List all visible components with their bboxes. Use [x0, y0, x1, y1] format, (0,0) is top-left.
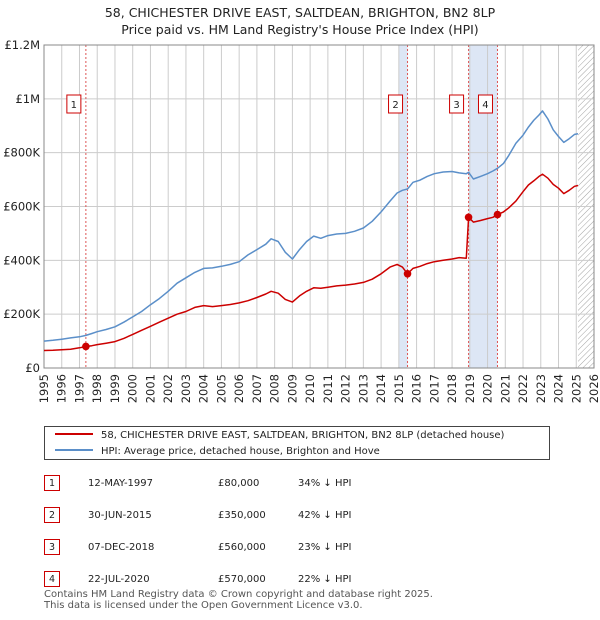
x-tick-label: 2025	[569, 374, 583, 403]
sale-hpi-diff: 23% ↓ HPI	[298, 542, 352, 553]
y-tick-label: £200K	[3, 307, 40, 321]
x-tick-label: 2012	[339, 374, 353, 403]
x-tick-label: 2008	[268, 374, 282, 403]
legend-label-hpi: HPI: Average price, detached house, Brig…	[101, 446, 380, 457]
x-tick-label: 2009	[285, 374, 299, 403]
x-tick-label: 2010	[303, 374, 317, 403]
sale-hpi-diff: 22% ↓ HPI	[298, 574, 352, 585]
x-tick-label: 2026	[587, 374, 600, 403]
x-tick-label: 2013	[356, 374, 370, 403]
x-tick-label: 2006	[232, 374, 246, 403]
x-tick-label: 2003	[179, 374, 193, 403]
legend-swatch-property	[55, 433, 93, 435]
x-tick-label: 2018	[445, 374, 459, 403]
x-tick-label: 2016	[410, 374, 424, 403]
sales-table: 1 12-MAY-1997 £80,000 34% ↓ HPI 2 30-JUN…	[44, 470, 564, 598]
sale-date: 22-JUL-2020	[88, 574, 150, 585]
x-tick-label: 2002	[161, 374, 175, 403]
property-price-line	[43, 173, 579, 352]
x-tick-label: 2005	[214, 374, 228, 403]
x-tick-label: 2019	[463, 374, 477, 403]
sale-point	[82, 342, 90, 351]
sale-label-box	[449, 94, 465, 114]
y-tick-label: £400K	[3, 253, 40, 267]
x-tick-label: 2024	[552, 374, 566, 403]
sale-label-number: 1	[71, 100, 77, 111]
sale-price: £80,000	[218, 478, 260, 489]
x-tick-label: 2020	[481, 374, 495, 403]
x-tick-label: 1996	[55, 374, 69, 403]
x-tick-label: 2014	[374, 374, 388, 403]
footer-copyright: Contains HM Land Registry data © Crown c…	[44, 589, 433, 600]
x-tick-label: 1995	[37, 374, 51, 403]
chart-title-line1: 58, CHICHESTER DRIVE EAST, SALTDEAN, BRI…	[104, 5, 496, 20]
sale-point	[403, 269, 412, 278]
y-tick-label: £800K	[3, 146, 40, 160]
x-tick-label: 2001	[143, 374, 157, 403]
x-tick-label: 1999	[108, 374, 122, 403]
plot-frame	[43, 44, 595, 369]
price-chart: 1 2 3 4 £0 £200K £400K £600K £800K £1M £1.2M 1995 19…	[3, 38, 600, 403]
footer: Contains HM Land Registry data © Crown c…	[44, 589, 433, 611]
sale-label-number: 2	[392, 100, 398, 111]
legend-label-property: 58, CHICHESTER DRIVE EAST, SALTDEAN, BRI…	[101, 430, 505, 441]
sale-row: 1 12-MAY-1997 £80,000 34% ↓ HPI	[44, 470, 564, 502]
sale-date: 12-MAY-1997	[88, 478, 154, 489]
x-tick-label: 2023	[534, 374, 548, 403]
sale-hpi-diff: 42% ↓ HPI	[298, 510, 352, 521]
footer-licence: This data is licensed under the Open Gov…	[44, 600, 363, 611]
sale-price: £350,000	[218, 510, 266, 521]
y-tick-label: £1M	[15, 92, 40, 106]
sale-label-box	[477, 94, 493, 114]
sale-number-badge: 4	[44, 571, 60, 587]
x-tick-label: 2000	[126, 374, 140, 403]
legend-swatch-hpi	[55, 449, 93, 451]
chart-legend: 58, CHICHESTER DRIVE EAST, SALTDEAN, BRI…	[44, 426, 550, 460]
x-tick-label: 2004	[197, 374, 211, 403]
x-tick-label: 2017	[427, 374, 441, 403]
x-tick-label: 1997	[72, 374, 86, 403]
sale-number-badge: 1	[44, 475, 60, 491]
x-tick-label: 2007	[250, 374, 264, 403]
sale-date: 07-DEC-2018	[88, 542, 155, 553]
sale-label-number: 4	[482, 100, 488, 111]
sale-label-number: 3	[453, 100, 459, 111]
sale-point	[464, 213, 473, 222]
sale-row: 4 22-JUL-2020 £570,000 22% ↓ HPI	[44, 566, 564, 598]
sale-number-badge: 2	[44, 507, 60, 523]
sale-price: £570,000	[218, 574, 266, 585]
chart-subtitle: Price paid vs. HM Land Registry's House …	[121, 22, 479, 37]
sale-price: £560,000	[218, 542, 266, 553]
sale-row: 3 07-DEC-2018 £560,000 23% ↓ HPI	[44, 534, 564, 566]
sale-number-badge: 3	[44, 539, 60, 555]
x-tick-label: 2022	[516, 374, 530, 403]
y-tick-label: £0	[25, 361, 40, 375]
y-tick-label: £600K	[3, 200, 40, 214]
legend-item-property: 58, CHICHESTER DRIVE EAST, SALTDEAN, BRI…	[55, 427, 504, 444]
sale-label-box	[66, 94, 82, 114]
x-tick-label: 1998	[90, 374, 104, 403]
hpi-line	[43, 110, 579, 342]
x-tick-label: 2011	[321, 374, 335, 403]
chart-title: 58, CHICHESTER DRIVE EAST, SALTDEAN, BRI…	[0, 4, 600, 38]
y-tick-label: £1.2M	[4, 38, 40, 52]
legend-item-hpi: HPI: Average price, detached house, Brig…	[55, 443, 380, 460]
sale-hpi-diff: 34% ↓ HPI	[298, 478, 352, 489]
sale-date: 30-JUN-2015	[88, 510, 152, 521]
sale-row: 2 30-JUN-2015 £350,000 42% ↓ HPI	[44, 502, 564, 534]
x-tick-label: 2015	[392, 374, 406, 403]
x-tick-label: 2021	[498, 374, 512, 403]
sale-label-box	[388, 94, 404, 114]
sale-point	[493, 210, 502, 219]
